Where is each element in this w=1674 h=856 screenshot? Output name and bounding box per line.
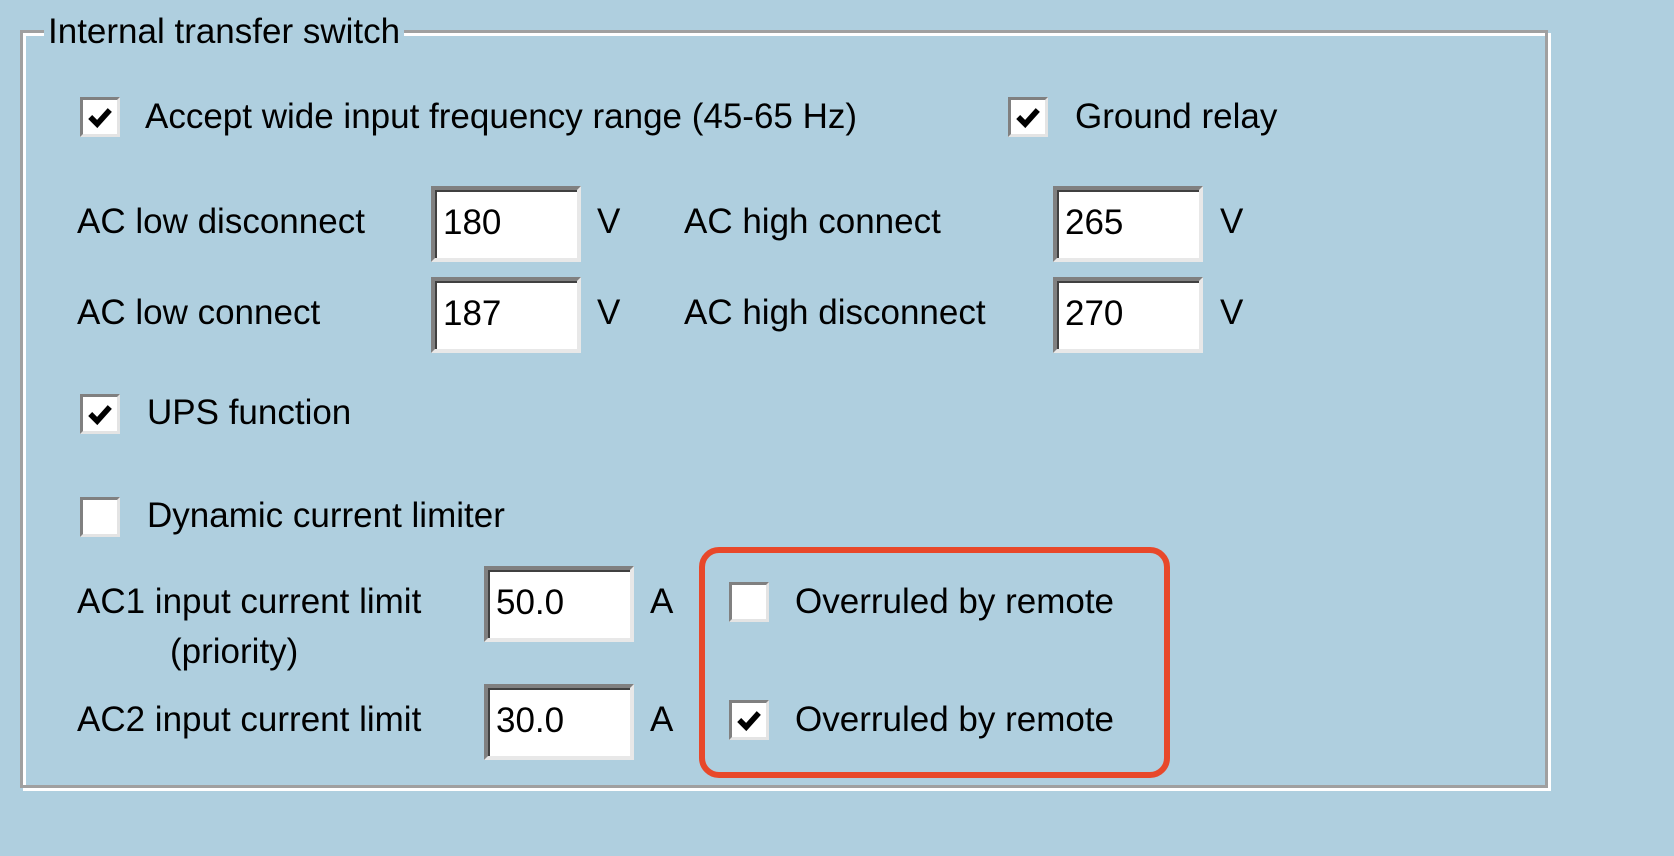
ac-low-connect-unit: V [597,293,621,332]
ac1-current-limit-label: AC1 input current limit [77,582,422,621]
ac1-current-limit-input[interactable]: 50.0 [484,566,634,642]
ups-function-checkbox[interactable] [80,394,120,434]
ac-high-connect-input[interactable]: 265 [1053,186,1203,262]
ac2-overruled-label: Overruled by remote [795,700,1115,739]
checkmark-icon [88,108,112,129]
ground-relay-checkbox[interactable] [1008,97,1048,137]
highlight-box [699,547,1170,778]
ac1-current-unit: A [650,582,674,621]
checkmark-icon [1016,108,1040,129]
ac-high-connect-label: AC high connect [684,202,941,241]
ac-low-connect-label: AC low connect [77,293,321,332]
ac2-overruled-checkbox[interactable] [729,700,769,740]
ac-high-disconnect-label: AC high disconnect [684,293,986,332]
ac-high-disconnect-input[interactable]: 270 [1053,277,1203,353]
group-box [20,30,1548,788]
ac1-overruled-label: Overruled by remote [795,582,1115,621]
ac2-current-limit-input[interactable]: 30.0 [484,684,634,760]
ground-relay-label: Ground relay [1075,97,1278,136]
wide-frequency-checkbox[interactable] [80,97,120,137]
ac-low-disconnect-input[interactable]: 180 [431,186,581,262]
checkmark-icon [737,711,761,732]
ac1-priority-label: (priority) [170,632,299,671]
ac-low-disconnect-unit: V [597,202,621,241]
ac-high-disconnect-unit: V [1220,293,1244,332]
dynamic-current-limiter-checkbox[interactable] [80,497,120,537]
ac2-current-limit-label: AC2 input current limit [77,700,422,739]
ac-low-disconnect-label: AC low disconnect [77,202,365,241]
dynamic-current-limiter-label: Dynamic current limiter [147,496,505,535]
wide-frequency-label: Accept wide input frequency range (45-65… [145,97,858,136]
checkmark-icon [88,405,112,426]
ac-low-connect-input[interactable]: 187 [431,277,581,353]
ac1-overruled-checkbox[interactable] [729,582,769,622]
ac2-current-unit: A [650,700,674,739]
ac-high-connect-unit: V [1220,202,1244,241]
group-title: Internal transfer switch [44,12,405,52]
ups-function-label: UPS function [147,393,352,432]
